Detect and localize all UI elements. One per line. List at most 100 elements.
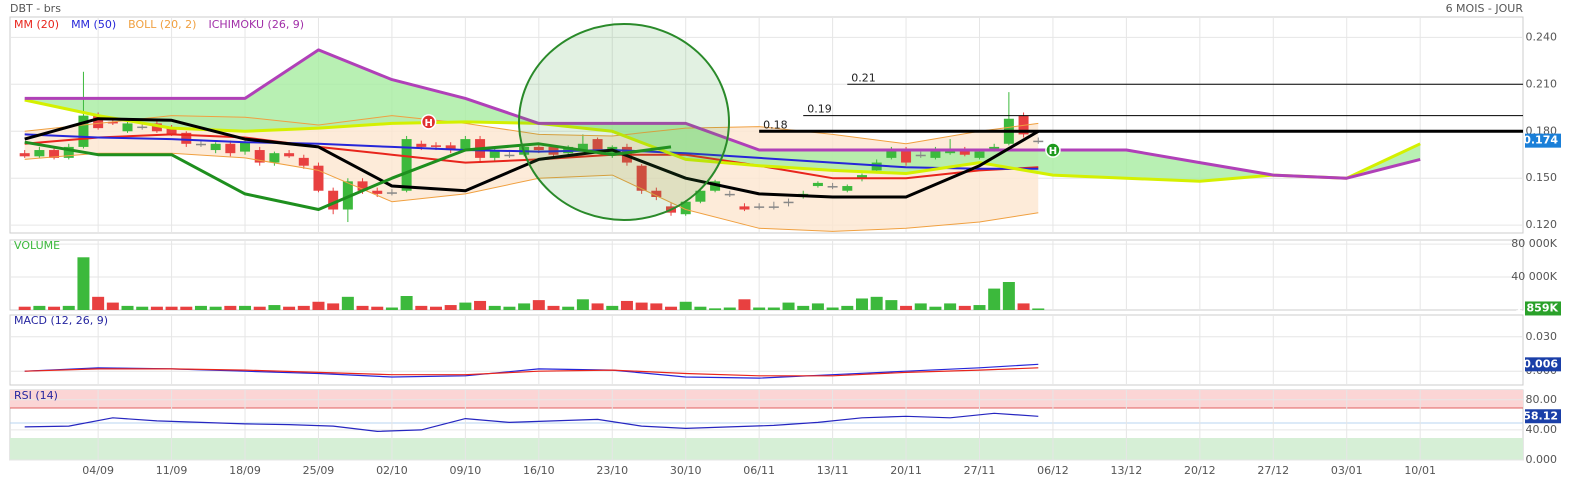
volume-bar	[165, 306, 178, 310]
volume-bar	[679, 301, 692, 310]
volume-bar	[194, 305, 207, 310]
last-value-label: 0.006	[1523, 357, 1558, 370]
indicator-line	[24, 48, 1421, 180]
level-label: 0.21	[851, 71, 876, 84]
volume-bar	[929, 306, 942, 310]
volume-bar	[694, 306, 707, 310]
volume-bar	[459, 302, 472, 310]
candle-body	[460, 139, 471, 151]
candle-body	[34, 150, 45, 157]
candle-body	[959, 150, 970, 155]
volume-bar	[811, 303, 824, 310]
candle-body	[783, 201, 794, 204]
x-tick-label: 27/12	[1257, 464, 1289, 477]
volume-bar	[400, 296, 413, 310]
candle-body	[357, 181, 368, 191]
volume-bar	[591, 303, 604, 310]
candle-body	[63, 146, 74, 158]
volume-bar	[106, 302, 119, 310]
volume-bar	[738, 299, 751, 310]
candle-body	[974, 151, 985, 158]
indicator-line	[24, 367, 1039, 377]
y-tick-label: 0.240	[1526, 30, 1558, 43]
candle-body	[313, 165, 324, 191]
volume-bar	[150, 306, 163, 310]
volume-bar	[988, 288, 1001, 310]
volume-bar	[503, 306, 516, 310]
candle-body	[930, 150, 941, 158]
volume-bar	[767, 307, 780, 310]
chart-subtitle: 6 MOIS - JOUR	[1446, 2, 1524, 15]
candle-body	[945, 150, 956, 154]
x-tick-label: 18/09	[229, 464, 261, 477]
candle-body	[93, 115, 104, 129]
volume-bar	[635, 302, 648, 310]
panel-title: MACD (12, 26, 9)	[14, 314, 108, 327]
volume-bar	[92, 296, 105, 310]
candle-body	[856, 175, 867, 179]
volume-bar	[429, 306, 442, 310]
volume-bar	[474, 300, 487, 310]
candle-body	[680, 201, 691, 215]
indicator-line	[24, 98, 1421, 183]
candle-body	[195, 143, 206, 146]
volume-bar	[723, 307, 736, 310]
volume-bar	[253, 306, 266, 310]
volume-bar	[650, 303, 663, 310]
legend-entry: MM (50)	[71, 18, 116, 31]
last-value-label: 0.174	[1523, 134, 1558, 147]
x-tick-label: 03/01	[1331, 464, 1363, 477]
candle-body	[886, 150, 897, 158]
band-fill	[24, 49, 1421, 182]
volume-bar	[709, 308, 722, 310]
last-value-box	[1525, 301, 1561, 316]
marker	[420, 114, 437, 130]
candle-body	[710, 181, 721, 191]
volume-bar	[562, 306, 575, 310]
candle-body	[1033, 140, 1044, 143]
volume-bar	[944, 303, 957, 310]
last-value-label: 58.12	[1523, 409, 1558, 422]
volume-bar	[914, 303, 927, 310]
candle-body	[210, 143, 221, 151]
candle-body	[430, 145, 441, 147]
candle-body	[284, 153, 295, 157]
volume-bar	[444, 305, 457, 310]
legend-entry: BOLL (20, 2)	[128, 18, 196, 31]
candle-body	[489, 150, 500, 158]
volume-bar	[371, 306, 384, 310]
rsi-oversold-band	[10, 438, 1523, 460]
volume-bar	[841, 305, 854, 310]
volume-bar	[900, 305, 913, 310]
volume-bar	[1032, 308, 1045, 310]
volume-bar	[797, 305, 810, 310]
volume-bar	[958, 305, 971, 310]
candle-body	[989, 146, 1000, 151]
x-tick-label: 11/09	[156, 464, 188, 477]
candle-body	[871, 162, 882, 171]
volume-bar	[415, 305, 428, 310]
y-tick-label: 0.120	[1526, 218, 1558, 231]
indicator-line	[24, 140, 672, 211]
volume-bar	[121, 305, 134, 310]
candle-body	[592, 139, 603, 151]
y-tick-label: 0.000	[1526, 453, 1558, 466]
x-tick-label: 20/12	[1184, 464, 1216, 477]
candle-body	[137, 126, 148, 129]
macd-panel	[9, 314, 1524, 386]
volume-bar	[885, 300, 898, 310]
last-value-box	[1525, 357, 1561, 372]
candle-body	[504, 154, 515, 157]
volume-bar	[239, 305, 252, 310]
volume-bar	[327, 303, 340, 310]
candle-body	[768, 206, 779, 208]
candle-body	[122, 123, 133, 132]
candle-body	[254, 150, 265, 163]
y-tick-label: 0.150	[1526, 171, 1558, 184]
candle-body	[181, 132, 192, 144]
x-tick-label: 25/09	[303, 464, 335, 477]
volume-bar	[341, 296, 354, 310]
candle-body	[636, 165, 647, 191]
volume-bar	[385, 307, 398, 310]
candle-body	[416, 143, 427, 147]
